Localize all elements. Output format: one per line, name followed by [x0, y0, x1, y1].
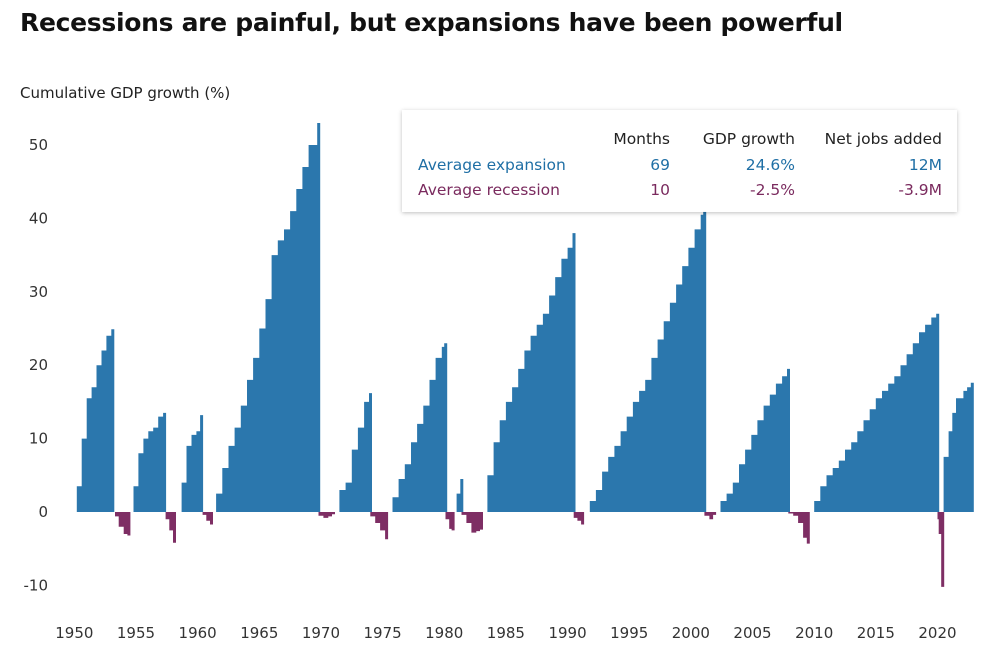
table-header-months: Months — [613, 130, 670, 148]
chart-title: Recessions are painful, but expansions h… — [20, 8, 843, 37]
y-tick-label: -10 — [24, 576, 49, 594]
row-expansion-label: Average expansion — [418, 156, 566, 174]
x-tick-label: 1985 — [487, 624, 525, 642]
x-tick-label: 2005 — [733, 624, 771, 642]
y-tick-label: 20 — [29, 356, 48, 374]
table-header-jobs: Net jobs added — [824, 130, 942, 148]
expansion-area-22 — [943, 382, 974, 512]
y-tick-label: 30 — [29, 283, 48, 301]
row-recession-gdp: -2.5% — [750, 181, 795, 199]
row-expansion-months: 69 — [650, 156, 670, 174]
recession-area-5 — [202, 512, 213, 525]
recession-area-3 — [165, 512, 176, 543]
expansion-area-10 — [386, 343, 448, 512]
x-tick-label: 1960 — [179, 624, 217, 642]
row-recession-jobs: -3.9M — [898, 181, 942, 199]
x-tick-label: 1950 — [55, 624, 93, 642]
x-tick-label: 1955 — [117, 624, 155, 642]
expansion-area-4 — [176, 415, 204, 512]
expansion-area-8 — [333, 393, 372, 512]
recession-area-1 — [115, 512, 131, 536]
row-recession-label: Average recession — [418, 181, 560, 199]
recession-area-11 — [445, 512, 455, 531]
y-tick-label: 50 — [29, 136, 48, 154]
y-tick-label: 0 — [38, 503, 48, 521]
expansion-area-2 — [128, 412, 167, 512]
recession-area-17 — [704, 512, 717, 520]
x-tick-label: 1980 — [425, 624, 463, 642]
x-tick-label: 2000 — [672, 624, 710, 642]
x-tick-label: 2010 — [795, 624, 833, 642]
recession-area-9 — [370, 512, 389, 540]
recession-area-19 — [788, 512, 810, 544]
y-tick-label: 10 — [29, 430, 48, 448]
recession-area-15 — [573, 512, 585, 525]
y-axis-label: Cumulative GDP growth (%) — [20, 84, 231, 102]
x-tick-label: 2015 — [857, 624, 895, 642]
expansion-area-12 — [452, 479, 464, 512]
recession-area-21 — [937, 512, 945, 587]
recession-area-13 — [461, 512, 483, 533]
expansion-area-16 — [583, 211, 707, 512]
row-expansion-gdp: 24.6% — [745, 156, 795, 174]
y-tick-label: 40 — [29, 209, 48, 227]
expansion-area-20 — [808, 313, 940, 512]
x-tick-label: 1965 — [240, 624, 278, 642]
table-header-gdp: GDP growth — [702, 130, 795, 148]
x-tick-label: 1995 — [610, 624, 648, 642]
x-tick-label: 1990 — [548, 624, 586, 642]
expansion-area-14 — [481, 233, 576, 512]
x-tick-label: 2020 — [918, 624, 956, 642]
stats-table: Months GDP growth Net jobs added Average… — [402, 110, 957, 212]
row-recession-months: 10 — [650, 181, 670, 199]
expansion-area-0 — [71, 329, 115, 512]
x-tick-label: 1970 — [302, 624, 340, 642]
recession-area-7 — [318, 512, 335, 518]
x-tick-label: 1975 — [364, 624, 402, 642]
expansion-area-6 — [210, 123, 321, 512]
row-expansion-jobs: 12M — [908, 156, 942, 174]
expansion-area-18 — [714, 368, 790, 512]
